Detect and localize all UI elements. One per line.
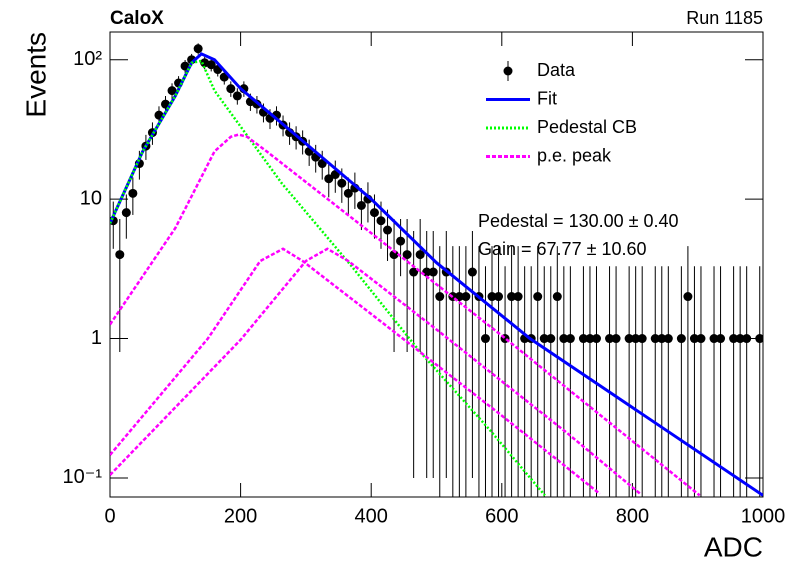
- y-tick-label: 10²: [73, 48, 102, 70]
- x-axis-label: ADC: [704, 531, 763, 562]
- data-point: [121, 208, 131, 218]
- data-point: [467, 267, 477, 277]
- data-point: [206, 60, 216, 70]
- data-point: [683, 292, 693, 302]
- legend-label: p.e. peak: [537, 145, 612, 165]
- data-point: [389, 250, 399, 260]
- data-point: [128, 188, 138, 198]
- annotation: Gain = 67.77 ± 10.60: [478, 239, 647, 259]
- data-point: [402, 250, 412, 260]
- fit-curve: [110, 52, 763, 497]
- data-point: [716, 334, 726, 344]
- data-point: [755, 334, 763, 344]
- legend-marker: [503, 66, 513, 76]
- data-point: [637, 334, 647, 344]
- data-point: [533, 292, 543, 302]
- data-point: [559, 334, 569, 344]
- data-point: [650, 334, 660, 344]
- data-point: [663, 334, 673, 344]
- data-point: [226, 84, 236, 94]
- x-tick-label: 0: [104, 505, 115, 527]
- data-point: [513, 292, 523, 302]
- data-point: [709, 334, 719, 344]
- x-tick-label: 600: [485, 505, 518, 527]
- data-point: [539, 334, 549, 344]
- legend-label: Fit: [537, 88, 557, 108]
- y-tick-label: 10⁻¹: [63, 466, 103, 488]
- data-point: [605, 334, 615, 344]
- data-point: [337, 178, 347, 188]
- data-point: [546, 334, 556, 344]
- data-point: [742, 334, 752, 344]
- data-point: [585, 334, 595, 344]
- data-point: [356, 200, 366, 210]
- data-point: [696, 334, 706, 344]
- data-point: [167, 86, 177, 96]
- data-point: [631, 334, 641, 344]
- fit-curve: [110, 59, 546, 497]
- data-point: [193, 44, 203, 54]
- data-point: [676, 334, 686, 344]
- data-point: [611, 334, 621, 344]
- fit-curve: [110, 247, 641, 495]
- fit-curve: [110, 133, 701, 497]
- x-tick-label: 400: [355, 505, 388, 527]
- x-tick-label: 1000: [741, 505, 786, 527]
- data-point: [454, 292, 464, 302]
- data-point: [494, 292, 504, 302]
- data-point: [415, 250, 425, 260]
- legend-label: Data: [537, 60, 576, 80]
- x-tick-label: 200: [224, 505, 257, 527]
- data-point: [480, 334, 490, 344]
- y-tick-label: 1: [91, 327, 102, 349]
- data-point: [729, 334, 739, 344]
- data-point: [578, 334, 588, 344]
- chart-subtitle: Run 1185: [686, 8, 763, 28]
- data-point: [343, 188, 353, 198]
- data-point: [435, 292, 445, 302]
- y-axis-label: Events: [20, 32, 51, 118]
- data-point: [591, 334, 601, 344]
- x-tick-label: 800: [616, 505, 649, 527]
- data-point: [689, 334, 699, 344]
- data-point: [324, 174, 334, 184]
- data-point: [657, 334, 667, 344]
- legend-label: Pedestal CB: [537, 117, 637, 137]
- data-point: [735, 334, 745, 344]
- data-point: [232, 91, 242, 101]
- data-point: [369, 208, 379, 218]
- data-point: [507, 292, 517, 302]
- data-point: [396, 236, 406, 246]
- y-tick-label: 10: [80, 187, 102, 209]
- plot-area: [110, 43, 763, 497]
- annotation: Pedestal = 130.00 ± 0.40: [478, 211, 679, 231]
- data-point: [115, 250, 125, 260]
- data-point: [461, 292, 471, 302]
- data-point: [565, 334, 575, 344]
- chart-title: CaloX: [110, 8, 164, 29]
- plot-frame: [109, 31, 764, 498]
- data-point: [552, 292, 562, 302]
- fit-curve: [110, 247, 601, 495]
- data-point: [487, 292, 497, 302]
- data-point: [383, 225, 393, 235]
- data-point: [428, 267, 438, 277]
- data-point: [376, 216, 386, 226]
- data-point: [624, 334, 634, 344]
